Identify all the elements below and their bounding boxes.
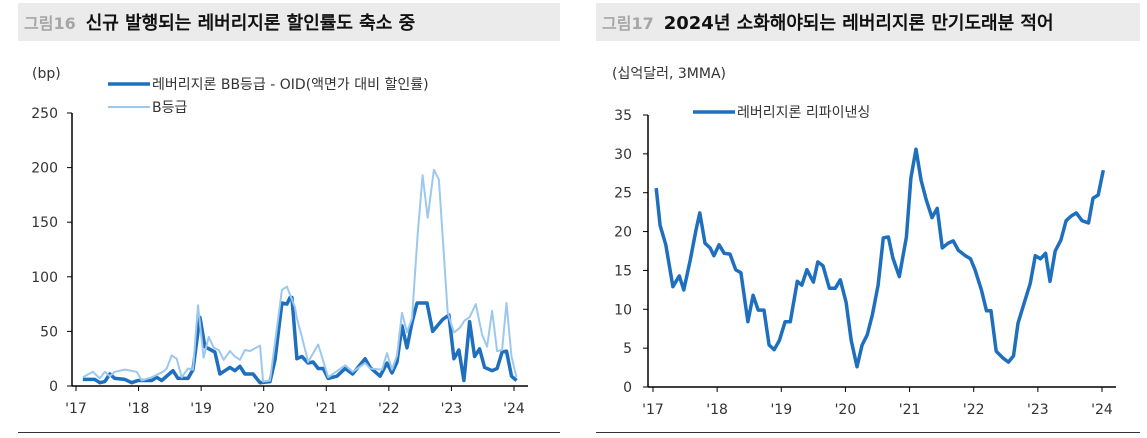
y-tick-label: 10 [614,302,632,318]
y-tick-label: 5 [623,341,632,357]
y-tick-label: 50 [40,324,58,340]
y-tick-label: 30 [614,147,632,163]
y-tick-label: 200 [31,161,58,177]
legend-label: B등급 [152,100,187,116]
y-tick-label: 25 [614,186,632,202]
x-tick-label: '24 [503,401,525,417]
x-tick-label: '20 [253,401,275,417]
x-tick-label: '22 [378,401,400,417]
x-tick-label: '18 [128,401,150,417]
x-tick-label: '22 [963,402,985,418]
y-tick-label: 15 [614,263,632,279]
series-line-1 [82,168,518,383]
figure-label: 그림17 [602,14,654,33]
y-tick-label: 100 [31,270,58,286]
legend-label: 레버리지론 리파이낸싱 [737,105,870,121]
x-tick-label: '23 [441,401,463,417]
chart-title: 신규 발행되는 레버리지론 할인률도 축소 중 [85,13,416,34]
legend-label: 레버리지론 BB등급 - OID(액면가 대비 할인률) [152,77,429,93]
chart-header: 그림16 신규 발행되는 레버리지론 할인률도 축소 중 [18,3,560,41]
x-tick-label: '17 [65,401,87,417]
chart-title: 2024년 소화해야되는 레버리지론 만기도래분 적어 [663,13,1054,34]
y-tick-label: 250 [31,106,58,122]
x-tick-label: '21 [315,401,337,417]
y-axis-unit: (bp) [32,66,61,82]
y-tick-label: 150 [31,215,58,231]
figure-label: 그림16 [24,14,76,33]
y-tick-label: 0 [623,380,632,396]
x-tick-label: '24 [1091,402,1113,418]
x-tick-label: '21 [899,402,921,418]
chart-panel-left: 그림16 신규 발행되는 레버리지론 할인률도 축소 중 [0,0,570,438]
x-tick-label: '19 [190,401,212,417]
bottom-rule [18,432,560,433]
x-tick-label: '18 [706,402,728,418]
bottom-rule [596,432,1140,433]
chart-header: 그림17 2024년 소화해야되는 레버리지론 만기도래분 적어 [596,3,1140,41]
x-tick-label: '23 [1027,402,1049,418]
y-tick-label: 35 [614,108,632,124]
series-line-0 [82,295,518,385]
y-tick-label: 20 [614,225,632,241]
x-tick-label: '19 [770,402,792,418]
y-axis-unit: (십억달러, 3MMA) [612,66,726,82]
x-tick-label: '20 [835,402,857,418]
series-line-0 [654,147,1106,369]
x-tick-label: '17 [642,402,664,418]
y-tick-label: 0 [49,379,58,395]
